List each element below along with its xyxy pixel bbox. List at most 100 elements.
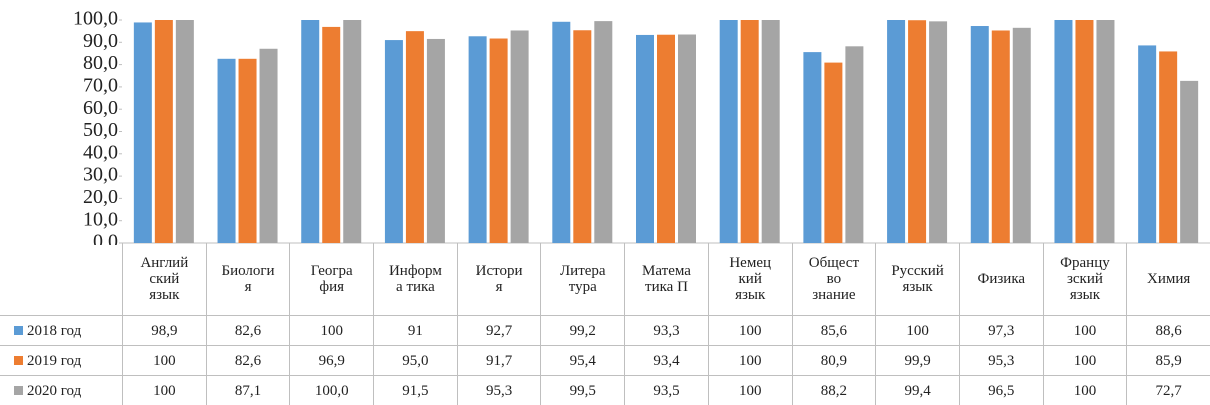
y-tick-label: 40,0 bbox=[83, 141, 118, 163]
value-label: 88,6 bbox=[1126, 315, 1210, 345]
legend-label: 2020 год bbox=[27, 382, 82, 399]
value-label: 92,7 bbox=[456, 315, 541, 345]
value-label: 72,7 bbox=[1126, 375, 1210, 405]
value-label: 99,2 bbox=[540, 315, 625, 345]
bar bbox=[573, 30, 592, 244]
y-tick-label: 60,0 bbox=[83, 97, 118, 119]
value-label: 82,6 bbox=[205, 345, 290, 375]
bar bbox=[175, 20, 194, 243]
value-label: 99,5 bbox=[540, 375, 625, 405]
bar bbox=[238, 58, 257, 243]
category-label: Англий ский язык bbox=[122, 243, 206, 315]
value-label: 100 bbox=[707, 315, 792, 345]
bar bbox=[761, 20, 780, 243]
bar bbox=[594, 21, 613, 243]
bar bbox=[510, 30, 529, 243]
bar bbox=[845, 46, 864, 244]
bar bbox=[636, 34, 654, 243]
bar bbox=[322, 26, 341, 244]
category-label: Немец кий язык bbox=[707, 243, 792, 315]
value-label: 100 bbox=[122, 345, 206, 375]
value-label: 91 bbox=[373, 315, 457, 345]
bar bbox=[154, 20, 173, 243]
value-label: 100 bbox=[122, 375, 206, 405]
value-label: 95,4 bbox=[540, 345, 625, 375]
legend-swatch bbox=[14, 326, 23, 335]
value-label: 100 bbox=[707, 345, 792, 375]
y-tick-label: 70,0 bbox=[83, 74, 118, 96]
bar bbox=[1012, 27, 1031, 244]
plot: 0,010,020,030,040,050,060,070,080,090,01… bbox=[73, 8, 1210, 245]
y-tick-label: 50,0 bbox=[83, 119, 118, 141]
value-label: 93,5 bbox=[624, 375, 708, 405]
bar bbox=[991, 30, 1010, 243]
value-label: 93,4 bbox=[624, 345, 708, 375]
category-label: Истори я bbox=[456, 243, 541, 315]
value-label: 95,3 bbox=[958, 345, 1043, 375]
legend-entry: 2018 год bbox=[0, 315, 122, 345]
category-label: Биологи я bbox=[205, 243, 290, 315]
bar bbox=[489, 38, 508, 243]
value-label: 85,9 bbox=[1126, 345, 1210, 375]
bar bbox=[1075, 20, 1094, 243]
value-label: 80,9 bbox=[791, 345, 876, 375]
bar bbox=[426, 38, 445, 243]
bar bbox=[908, 20, 927, 244]
value-label: 100 bbox=[707, 375, 792, 405]
bar bbox=[719, 20, 738, 243]
value-label: 93,3 bbox=[624, 315, 708, 345]
category-label: Геогра фия bbox=[289, 243, 373, 315]
value-label: 95,3 bbox=[456, 375, 541, 405]
bar bbox=[1159, 51, 1178, 244]
category-label: Информ а тика bbox=[373, 243, 457, 315]
bar bbox=[301, 20, 320, 243]
bar bbox=[887, 20, 906, 243]
legend-swatch bbox=[14, 386, 23, 395]
category-label: Литера тура bbox=[540, 243, 624, 315]
value-label: 98,9 bbox=[122, 315, 206, 345]
bar bbox=[384, 40, 403, 243]
category-label: Матема тика П bbox=[624, 243, 708, 315]
bar bbox=[1096, 20, 1115, 243]
y-tick-label: 100,0 bbox=[73, 8, 118, 30]
value-label: 82,6 bbox=[205, 315, 290, 345]
bar bbox=[824, 62, 843, 243]
value-label: 85,6 bbox=[791, 315, 876, 345]
bar bbox=[552, 21, 571, 244]
y-tick-label: 80,0 bbox=[83, 52, 118, 74]
y-tick-label: 90,0 bbox=[83, 30, 118, 52]
bar bbox=[1180, 80, 1199, 243]
value-label: 96,9 bbox=[289, 345, 374, 375]
y-tick-label: 30,0 bbox=[83, 164, 118, 186]
value-label: 95,0 bbox=[373, 345, 457, 375]
value-label: 100 bbox=[1042, 345, 1127, 375]
bar bbox=[468, 36, 487, 244]
value-label: 100 bbox=[875, 315, 959, 345]
value-label: 100 bbox=[1042, 315, 1127, 345]
y-tick-label: 10,0 bbox=[83, 208, 118, 230]
legend-entry: 2019 год bbox=[0, 345, 122, 375]
bar bbox=[657, 34, 675, 243]
bar bbox=[970, 26, 989, 244]
value-label: 100,0 bbox=[289, 375, 374, 405]
value-label: 88,2 bbox=[791, 375, 876, 405]
bar bbox=[405, 31, 424, 244]
value-label: 96,5 bbox=[958, 375, 1043, 405]
value-label: 99,4 bbox=[875, 375, 959, 405]
value-label: 99,9 bbox=[875, 345, 959, 375]
bar bbox=[133, 22, 152, 243]
y-tick-label: 0,0 bbox=[93, 231, 118, 245]
value-label: 100 bbox=[1042, 375, 1127, 405]
category-label: Физика bbox=[958, 243, 1043, 315]
legend-swatch bbox=[14, 356, 23, 365]
category-label: Химия bbox=[1126, 243, 1210, 315]
bar bbox=[259, 48, 278, 243]
bar bbox=[217, 58, 236, 243]
bar bbox=[1054, 20, 1073, 243]
legend-entry: 2020 год bbox=[0, 375, 122, 405]
legend-label: 2019 год bbox=[27, 352, 82, 369]
value-label: 97,3 bbox=[958, 315, 1043, 345]
category-label: Общест во знание bbox=[791, 243, 876, 315]
bar bbox=[678, 34, 696, 244]
bar bbox=[740, 20, 759, 243]
